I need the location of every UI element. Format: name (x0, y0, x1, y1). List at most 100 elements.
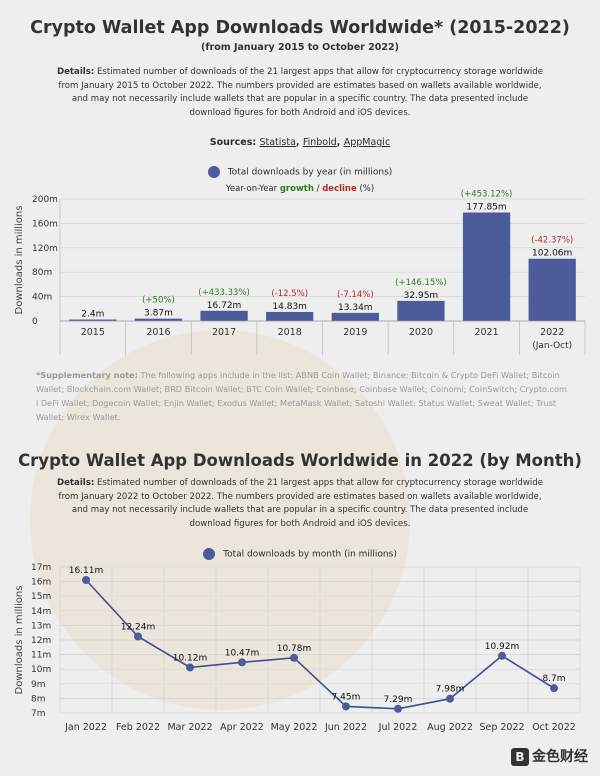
yoy-change-label: (-7.14%) (337, 290, 374, 300)
point-value-label: 7.98m (436, 685, 465, 695)
series-line (85, 579, 555, 710)
y-tick-label: 10m (31, 665, 51, 675)
bar (200, 310, 248, 321)
bar-value-label: 102.06m (532, 249, 572, 259)
y-tick-label: 7m (31, 709, 46, 719)
legend-label: Total downloads by month (in millions) (223, 549, 397, 560)
chart1-title: Crypto Wallet App Downloads Worldwide* (… (30, 18, 570, 38)
yoy-change-label: (+146.15%) (395, 278, 447, 288)
yoy-legend: Year-on-Year growth / decline (%) (225, 184, 375, 194)
monthly-line-chart: Downloads in millions 7m 8m 9m 10m 11m 12m 13m 1… (14, 563, 581, 733)
chart1-details: Details: Estimated number of downloads o… (50, 66, 550, 120)
point-value-label: 16.11m (69, 566, 104, 576)
x-tick-label: Apr 2022 (220, 722, 264, 733)
bar-value-label: 2.4m (81, 310, 104, 320)
source-link-statista[interactable]: Statista (259, 137, 296, 148)
point-value-label: 8.7m (542, 674, 565, 684)
point-value-label: 7.45m (332, 692, 361, 702)
bar (462, 212, 511, 321)
details-label: Details: (56, 478, 95, 488)
y-tick-label: 17m (31, 563, 51, 573)
legend-dot-icon (203, 548, 216, 560)
source-link-appmagic[interactable]: AppMagic (343, 137, 391, 148)
y-tick-label: 12m (31, 636, 51, 646)
x-tick-label: Feb 2022 (116, 722, 160, 733)
corner-logo-icon: B (511, 748, 529, 766)
chart2-details: Details: Estimated number of downloads o… (50, 477, 550, 531)
bar-value-label: 177.85m (466, 203, 506, 213)
chart1-subtitle: (from January 2015 to October 2022) (201, 42, 399, 53)
y-tick-label: 8m (31, 694, 46, 704)
x-tick-sublabel: (Jan-Oct) (532, 341, 572, 351)
y-tick-label: 120m (32, 244, 58, 254)
bar-value-label: 32.95m (404, 291, 439, 301)
chart1-legend: Total downloads by year (in millions) (0, 166, 600, 178)
data-point (238, 658, 246, 667)
corner-watermark: B 金色财经 (511, 746, 588, 766)
y-tick-label: 15m (31, 592, 51, 602)
data-point (134, 632, 142, 641)
sources-label: Sources: (209, 137, 257, 148)
legend-dot-icon (207, 166, 220, 178)
yoy-growth-label: growth (279, 184, 314, 194)
x-tick-label: Aug 2022 (427, 722, 473, 733)
x-tick-label: 2015 (81, 327, 105, 338)
data-point (186, 663, 194, 672)
bar-value-label: 3.87m (144, 309, 173, 319)
bar (134, 318, 183, 321)
y-axis-label: Downloads in millions (14, 206, 25, 315)
y-axis-label: Downloads in millions (14, 586, 25, 695)
point-value-label: 10.78m (277, 644, 312, 654)
x-tick-label: 2022 (540, 327, 564, 338)
chart2-title: Crypto Wallet App Downloads Worldwide in… (18, 451, 582, 470)
bar (397, 300, 445, 321)
background-coin-watermark (30, 330, 410, 710)
x-tick-label: 2020 (409, 327, 433, 338)
bar-value-label: 16.72m (207, 301, 242, 311)
x-tick-label: 2017 (212, 327, 236, 338)
x-tick-label: Jul 2022 (378, 722, 418, 733)
point-value-label: 10.92m (485, 642, 520, 652)
bar-value-label: 13.34m (338, 303, 373, 313)
y-tick-label: 11m (31, 651, 51, 661)
data-point (394, 704, 402, 713)
data-point (498, 651, 506, 660)
data-point (342, 702, 350, 711)
x-tick-label: 2018 (278, 327, 302, 338)
point-value-label: 10.12m (173, 653, 208, 663)
data-point (290, 653, 298, 662)
x-tick-label: 2021 (474, 327, 498, 338)
y-tick-label: 13m (31, 621, 51, 631)
y-tick-label: 9m (31, 680, 46, 690)
x-tick-label: 2016 (146, 327, 170, 338)
y-tick-label: 40m (32, 293, 52, 303)
supplementary-text: The following apps include in the list: … (36, 370, 567, 422)
bar (528, 258, 576, 321)
yoy-change-label: (-12.5%) (271, 289, 308, 299)
details-text: Estimated number of downloads of the 21 … (58, 478, 544, 529)
source-link-finbold[interactable]: Finbold (302, 137, 337, 148)
x-tick-label: Jan 2022 (64, 722, 107, 733)
x-tick-label: May 2022 (271, 722, 318, 733)
sources-line: Sources: Statista, Finbold, AppMagic (209, 137, 391, 148)
data-point (446, 694, 454, 703)
yoy-change-label: (+50%) (142, 296, 175, 306)
corner-watermark-text: 金色财经 (532, 749, 588, 765)
yearly-bar-chart: Downloads in millions 0 40m 80m 120m 160m 200m… (14, 190, 586, 355)
x-tick-label: Jun 2022 (324, 722, 367, 733)
data-point (82, 575, 90, 584)
chart2-legend: Total downloads by month (in millions) (0, 548, 600, 560)
supplementary-label: *Supplementary note: (36, 370, 138, 380)
bar (331, 312, 379, 321)
point-value-label: 10.47m (225, 648, 260, 658)
y-tick-label: 160m (32, 219, 58, 229)
yoy-decline-label: decline (322, 184, 357, 194)
y-tick-label: 200m (32, 195, 58, 205)
point-value-label: 7.29m (384, 695, 413, 705)
data-point (550, 684, 558, 693)
supplementary-note: *Supplementary note: The following apps … (36, 368, 571, 424)
x-tick-label: Sep 2022 (479, 722, 524, 733)
x-tick-label: 2019 (343, 327, 367, 338)
details-text: Estimated number of downloads of the 21 … (58, 67, 544, 118)
y-tick-label: 80m (32, 268, 52, 278)
